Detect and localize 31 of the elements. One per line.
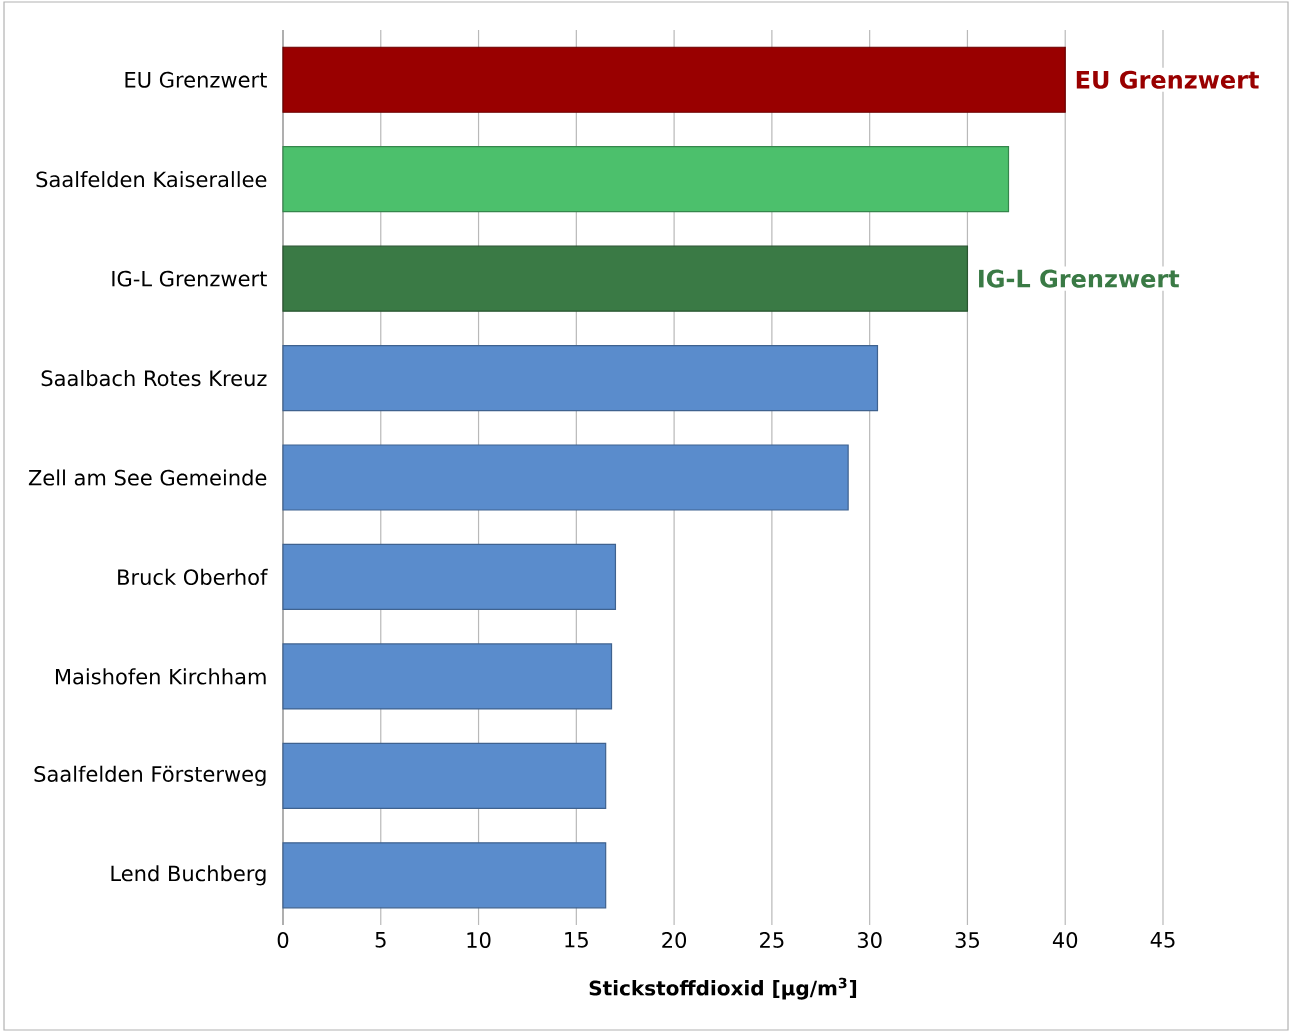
y-tick-label: Saalfelden Försterweg [34, 765, 266, 786]
annotation: EU Grenzwert [1076, 70, 1259, 89]
x-tick-label: 45 [1150, 932, 1175, 948]
y-tick-label: Saalbach Rotes Kreuz [41, 369, 267, 387]
y-tick-label: Bruck Oberhof [118, 568, 268, 586]
text: Stickstoffdioxid [µg/m$^{3}$] [589, 977, 857, 1000]
bar [282, 444, 849, 511]
bar [282, 46, 1066, 113]
x-tick-label: 25 [760, 932, 784, 948]
bar [282, 643, 613, 710]
y-tick-label: Zell am See Gemeinde [28, 469, 267, 486]
bar [282, 344, 879, 412]
y-tick-label: Lend Buchberg [111, 865, 266, 886]
y-tick-label: Saalfelden Kaiserallee [36, 171, 267, 188]
x-tick-label: 40 [1052, 932, 1078, 948]
bar [282, 742, 607, 809]
bar [282, 543, 617, 611]
y-tick-label: Maishofen Kirchham [55, 668, 266, 685]
x-tick-label: 10 [467, 932, 491, 948]
x-tick-label: 0 [277, 932, 289, 948]
x-tick-label: 15 [565, 932, 588, 948]
annotation: IG-L Grenzwert [979, 269, 1180, 288]
x-tick-label: 20 [662, 932, 687, 948]
bar [282, 245, 969, 312]
bar [282, 146, 1010, 213]
x-tick-label: 5 [375, 932, 386, 948]
y-tick-label: IG-L Grenzwert [112, 270, 267, 287]
bar [282, 842, 607, 909]
y-tick-label: EU Grenzwert [125, 71, 267, 88]
x-tick-label: 35 [955, 932, 979, 948]
x-tick-label: 30 [857, 932, 882, 948]
